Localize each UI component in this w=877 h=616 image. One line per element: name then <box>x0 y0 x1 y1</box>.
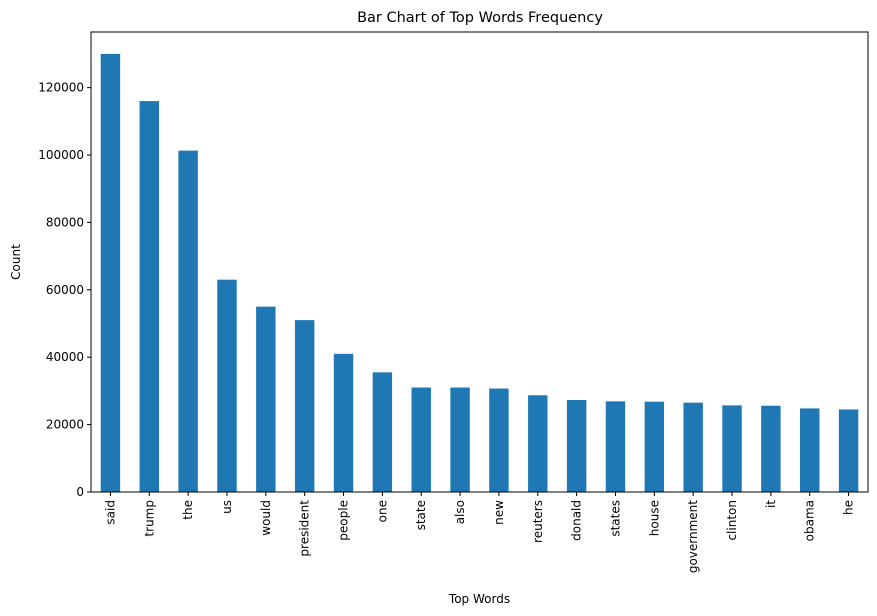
bar-president <box>294 320 315 492</box>
x-tick-label: states <box>608 500 622 537</box>
x-axis: said trump the us would president people one sta… <box>103 492 856 573</box>
bar-people <box>333 353 354 492</box>
bar-would <box>256 306 276 492</box>
bar-the <box>178 150 198 492</box>
x-tick-label: the <box>181 500 195 520</box>
bar-one <box>372 372 393 492</box>
y-tick-label: 100000 <box>38 148 84 162</box>
x-tick-label: government <box>686 500 700 573</box>
x-tick-label: house <box>647 500 661 536</box>
bar-us <box>217 279 237 492</box>
y-axis-label: Count <box>9 244 23 280</box>
x-tick-label: reuters <box>531 500 545 543</box>
bar-trump <box>139 101 159 492</box>
x-tick-label: new <box>492 500 506 525</box>
x-tick-label: trump <box>142 500 156 537</box>
bar-said <box>100 53 121 493</box>
bars-group <box>100 53 859 493</box>
x-tick-label: donald <box>570 500 584 541</box>
x-tick-label: would <box>259 500 273 536</box>
x-tick-label: it <box>764 500 778 508</box>
x-tick-label: one <box>375 500 389 522</box>
bar-also <box>450 387 470 492</box>
bar-donald <box>566 400 587 492</box>
y-tick-label: 0 <box>76 485 84 499</box>
bar-states <box>605 401 626 492</box>
x-tick-label: us <box>220 500 234 514</box>
y-axis: 0 20000 40000 60000 80000 100000 120000 <box>38 81 91 499</box>
x-tick-label: state <box>414 500 428 530</box>
bar-house <box>644 401 665 492</box>
chart-title: Bar Chart of Top Words Frequency <box>357 10 603 26</box>
bar-reuters <box>528 395 548 492</box>
y-tick-label: 120000 <box>38 81 84 95</box>
x-tick-label: he <box>842 500 856 515</box>
bar-it <box>761 405 781 492</box>
x-tick-label: clinton <box>725 500 739 541</box>
bar-he <box>838 409 859 492</box>
bar-obama <box>800 408 820 492</box>
x-tick-label: obama <box>803 500 817 541</box>
bar-clinton <box>722 405 742 492</box>
plot-frame <box>90 31 869 493</box>
x-tick-label: president <box>298 500 312 557</box>
x-tick-label: people <box>337 500 351 541</box>
y-tick-label: 60000 <box>46 283 84 297</box>
x-axis-label: Top Words <box>448 592 510 606</box>
bar-new <box>489 388 509 492</box>
x-tick-label: said <box>103 500 117 525</box>
y-tick-label: 20000 <box>46 418 84 432</box>
bar-state <box>411 387 431 492</box>
y-tick-label: 80000 <box>46 215 84 229</box>
x-tick-label: also <box>453 500 467 524</box>
bar-government <box>683 402 703 492</box>
y-tick-label: 40000 <box>46 350 84 364</box>
